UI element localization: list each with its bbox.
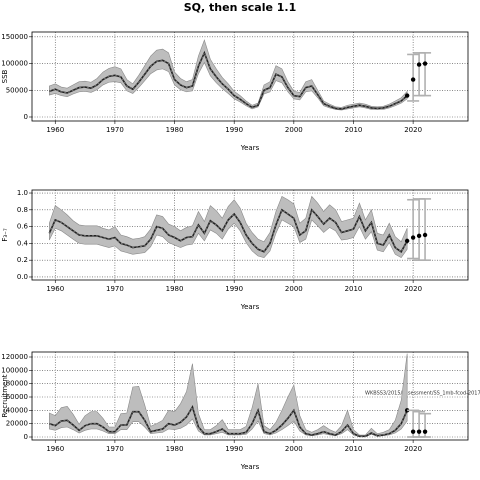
y-tick-label: 0 — [24, 113, 28, 121]
plot-frame — [31, 189, 469, 281]
x-axis-label: Years — [240, 144, 260, 152]
y-tick-label: 0.8 — [17, 206, 28, 214]
projection-point — [416, 62, 422, 67]
y-tick-label: 0.0 — [17, 273, 28, 281]
y-tick-label: 100000 — [1, 60, 28, 68]
x-tick-label: 1970 — [106, 126, 124, 134]
y-axis-label: SSB — [1, 69, 9, 83]
x-tick-label: 1960 — [46, 126, 64, 134]
panel: 1960 1970 1980 1990 2000 2010 2020 0 20000 40000 6… — [1, 351, 480, 471]
x-tick-label: 2020 — [404, 285, 422, 293]
y-tick-label: 0.4 — [17, 239, 29, 247]
y-tick-label: 20000 — [6, 420, 28, 428]
x-tick-label: 2000 — [285, 445, 303, 453]
projection-point — [410, 77, 416, 82]
point — [404, 93, 410, 98]
y-tick-label: 50000 — [6, 86, 28, 94]
x-tick-label: 1980 — [166, 126, 184, 134]
median-dash — [49, 209, 408, 253]
confidence-band — [48, 353, 408, 437]
projection-point — [410, 235, 416, 240]
plot-frame — [31, 31, 469, 122]
y-tick-label: 60000 — [6, 393, 28, 401]
y-axis-label: F₃₋₇ — [1, 228, 9, 242]
x-tick-label: 1990 — [225, 126, 243, 134]
projection-point — [422, 232, 428, 238]
x-tick-label: 1980 — [166, 445, 184, 453]
y-tick-label: 80000 — [6, 380, 28, 388]
x-tick-label: 1990 — [225, 285, 243, 293]
y-axis-label: Recruitment — [1, 374, 9, 417]
y-tick-label: 0.6 — [17, 223, 29, 231]
point — [404, 238, 410, 244]
panel: 1960 1970 1980 1990 2000 2010 2020 0.0 0.2 0.4 0.6… — [1, 189, 469, 311]
median-dash — [49, 52, 408, 110]
projection-point — [422, 61, 428, 66]
x-tick-label: 2020 — [404, 445, 422, 453]
x-tick-label: 1970 — [106, 445, 124, 453]
y-tick-label: 150000 — [1, 33, 28, 41]
y-tick-label: 100000 — [1, 366, 28, 374]
confidence-band — [48, 195, 408, 259]
y-tick-label: 0.2 — [17, 256, 28, 264]
x-tick-label: 1980 — [166, 285, 184, 293]
x-tick-label: 2010 — [345, 285, 363, 293]
x-tick-label: 1960 — [46, 445, 64, 453]
projection-point — [416, 233, 422, 239]
panel: 1960 1970 1980 1990 2000 2010 2020 0 50000 100000… — [1, 31, 469, 152]
x-tick-label: 1960 — [46, 285, 64, 293]
figure-title: SQ, then scale 1.1 — [184, 1, 297, 14]
plot-frame — [31, 351, 469, 441]
y-tick-label: 120000 — [1, 353, 28, 361]
x-tick-label: 1990 — [225, 445, 243, 453]
x-tick-label: 1970 — [106, 285, 124, 293]
x-tick-label: 2010 — [345, 126, 363, 134]
median-dash — [49, 406, 408, 437]
x-tick-label: 2000 — [285, 285, 303, 293]
projection-point — [416, 429, 422, 434]
x-tick-label: 2010 — [345, 445, 363, 453]
y-tick-label: 1.0 — [17, 189, 28, 197]
x-axis-label: Years — [240, 303, 260, 311]
y-tick-label: 0 — [24, 433, 28, 441]
y-tick-label: 40000 — [6, 406, 28, 414]
projection-point — [422, 429, 428, 434]
projection-point — [410, 429, 416, 434]
annotation: WKBSS3/2015/assessment/SS_1mb-fcod-2017-… — [365, 391, 480, 397]
x-axis-label: Years — [240, 463, 260, 471]
x-tick-label: 2020 — [404, 126, 422, 134]
x-tick-label: 2000 — [285, 126, 303, 134]
confidence-band — [48, 39, 408, 111]
